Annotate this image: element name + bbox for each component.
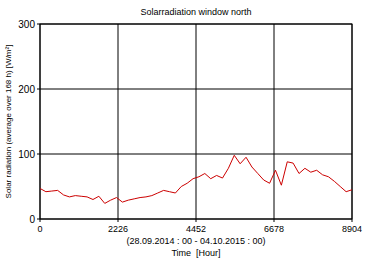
series-line: [40, 155, 352, 203]
tick-label: 8904: [342, 224, 362, 234]
x-axis-sublabel: (28.09.2014 : 00 - 04.10.2015 : 00): [126, 236, 265, 246]
tick-label: 4452: [186, 224, 206, 234]
grid-line: [196, 24, 197, 219]
tick-label: 300: [18, 19, 35, 30]
y-axis-label: Solar radiation (average over 168 h) [W/…: [4, 45, 13, 199]
chart: Solarradiation window north 0 100 200 300 0 22…: [0, 0, 367, 269]
plot-area: [40, 155, 352, 203]
plot-frame: [40, 24, 352, 219]
title: Solarradiation window north: [140, 7, 251, 17]
tick-label: 100: [18, 149, 35, 160]
tick-label: 0: [29, 214, 35, 225]
tick-label: 200: [18, 84, 35, 95]
tick-label: 2226: [108, 224, 128, 234]
x-axis-label: Time [Hour]: [171, 248, 220, 258]
grid-line: [118, 24, 119, 219]
grid-line: [274, 24, 275, 219]
tick-label: 6678: [264, 224, 284, 234]
tick-label: 0: [37, 224, 42, 234]
